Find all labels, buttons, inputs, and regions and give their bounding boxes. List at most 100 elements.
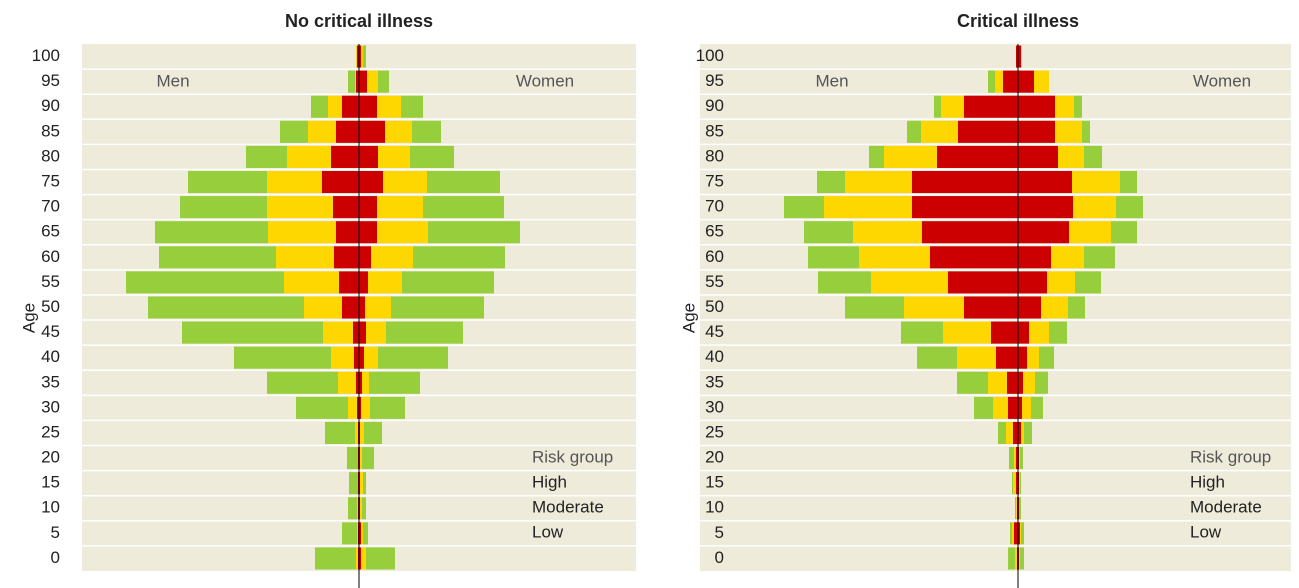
bar-men — [922, 221, 1018, 244]
bar-men — [155, 221, 268, 244]
bar-women — [364, 346, 378, 369]
bar-women — [359, 296, 365, 319]
bar-men — [845, 170, 912, 194]
bar-women — [1049, 321, 1067, 344]
bar-women — [360, 497, 362, 520]
bar-women — [362, 447, 374, 470]
bar-men — [296, 396, 348, 419]
bar-men — [884, 145, 937, 168]
bar-men — [853, 221, 922, 244]
bar-men — [988, 70, 995, 93]
bar-men — [859, 246, 930, 269]
bar-women — [359, 346, 364, 369]
bar-women — [1073, 196, 1116, 219]
y-tick-label: 65 — [41, 222, 60, 241]
bar-men — [328, 95, 342, 118]
y-tick-label: 90 — [705, 96, 724, 115]
bar-men — [871, 271, 948, 294]
bar-women — [428, 221, 520, 244]
bar-men — [1014, 522, 1018, 545]
bar-women — [361, 396, 370, 419]
bar-men — [325, 421, 355, 445]
bar-women — [1018, 246, 1051, 269]
bar-women — [1041, 296, 1068, 319]
bar-men — [1008, 547, 1015, 570]
legend-entry: High — [532, 472, 567, 491]
bar-women — [383, 170, 427, 194]
bar-women — [1034, 70, 1049, 93]
bar-men — [354, 346, 359, 369]
bar-women — [361, 547, 366, 570]
bar-men — [930, 246, 1018, 269]
bar-men — [817, 170, 845, 194]
bar-men — [338, 371, 356, 394]
y-tick-label: 60 — [705, 247, 724, 266]
bar-women — [410, 145, 454, 168]
bar-men — [1013, 472, 1016, 495]
bar-men — [824, 196, 912, 219]
bar-women — [1021, 45, 1022, 68]
bar-men — [304, 296, 342, 319]
bar-women — [1018, 170, 1072, 194]
bar-men — [348, 396, 357, 419]
bar-women — [1031, 396, 1043, 419]
legend-entry: Low — [1190, 522, 1222, 541]
bar-women — [368, 271, 402, 294]
bar-women — [359, 321, 366, 344]
bar-women — [1058, 145, 1084, 168]
bar-men — [988, 371, 1007, 394]
bar-women — [359, 95, 377, 118]
bar-women — [1084, 246, 1115, 269]
bar-women — [412, 120, 441, 143]
side-label: Men — [815, 71, 848, 90]
bar-men — [342, 296, 359, 319]
bar-women — [361, 45, 363, 68]
bar-men — [1012, 472, 1013, 495]
bar-men — [126, 271, 284, 294]
y-tick-label: 45 — [705, 322, 724, 341]
bar-women — [1120, 170, 1137, 194]
bar-men — [148, 296, 304, 319]
bar-men — [1016, 497, 1017, 520]
bar-women — [1020, 447, 1023, 470]
legend-title: Risk group — [532, 447, 613, 466]
y-tick-label: 65 — [705, 222, 724, 241]
bar-women — [1018, 346, 1027, 369]
bar-men — [958, 120, 1018, 143]
bar-women — [369, 371, 420, 394]
chart-title: Critical illness — [957, 11, 1079, 31]
bar-men — [315, 547, 356, 570]
bar-women — [1027, 346, 1039, 369]
y-tick-label: 55 — [41, 272, 60, 291]
bar-men — [180, 196, 267, 219]
y-tick-label: 75 — [705, 172, 724, 191]
bar-women — [359, 271, 368, 294]
bar-women — [1019, 472, 1020, 495]
bar-women — [1018, 522, 1020, 545]
bar-men — [1015, 547, 1017, 570]
bar-men — [904, 296, 964, 319]
bar-men — [943, 321, 991, 344]
bar-men — [957, 371, 988, 394]
bar-women — [360, 421, 364, 445]
y-tick-label: 30 — [41, 397, 60, 416]
bar-women — [1018, 196, 1073, 219]
y-tick-label: 50 — [41, 297, 60, 316]
bar-men — [356, 70, 359, 93]
bar-women — [1018, 95, 1055, 118]
y-tick-label: 25 — [705, 422, 724, 441]
bar-women — [1020, 547, 1024, 570]
y-tick-label: 35 — [41, 372, 60, 391]
bar-men — [322, 170, 359, 194]
bar-men — [991, 321, 1018, 344]
chart-title: No critical illness — [285, 11, 433, 31]
bar-women — [360, 447, 362, 470]
legend-entry: Moderate — [532, 497, 604, 516]
bar-women — [359, 371, 362, 394]
bar-men — [869, 145, 884, 168]
bar-men — [353, 321, 359, 344]
bar-women — [1072, 170, 1120, 194]
bar-women — [1021, 421, 1024, 445]
bar-men — [1008, 396, 1018, 419]
y-tick-label: 20 — [705, 448, 724, 467]
